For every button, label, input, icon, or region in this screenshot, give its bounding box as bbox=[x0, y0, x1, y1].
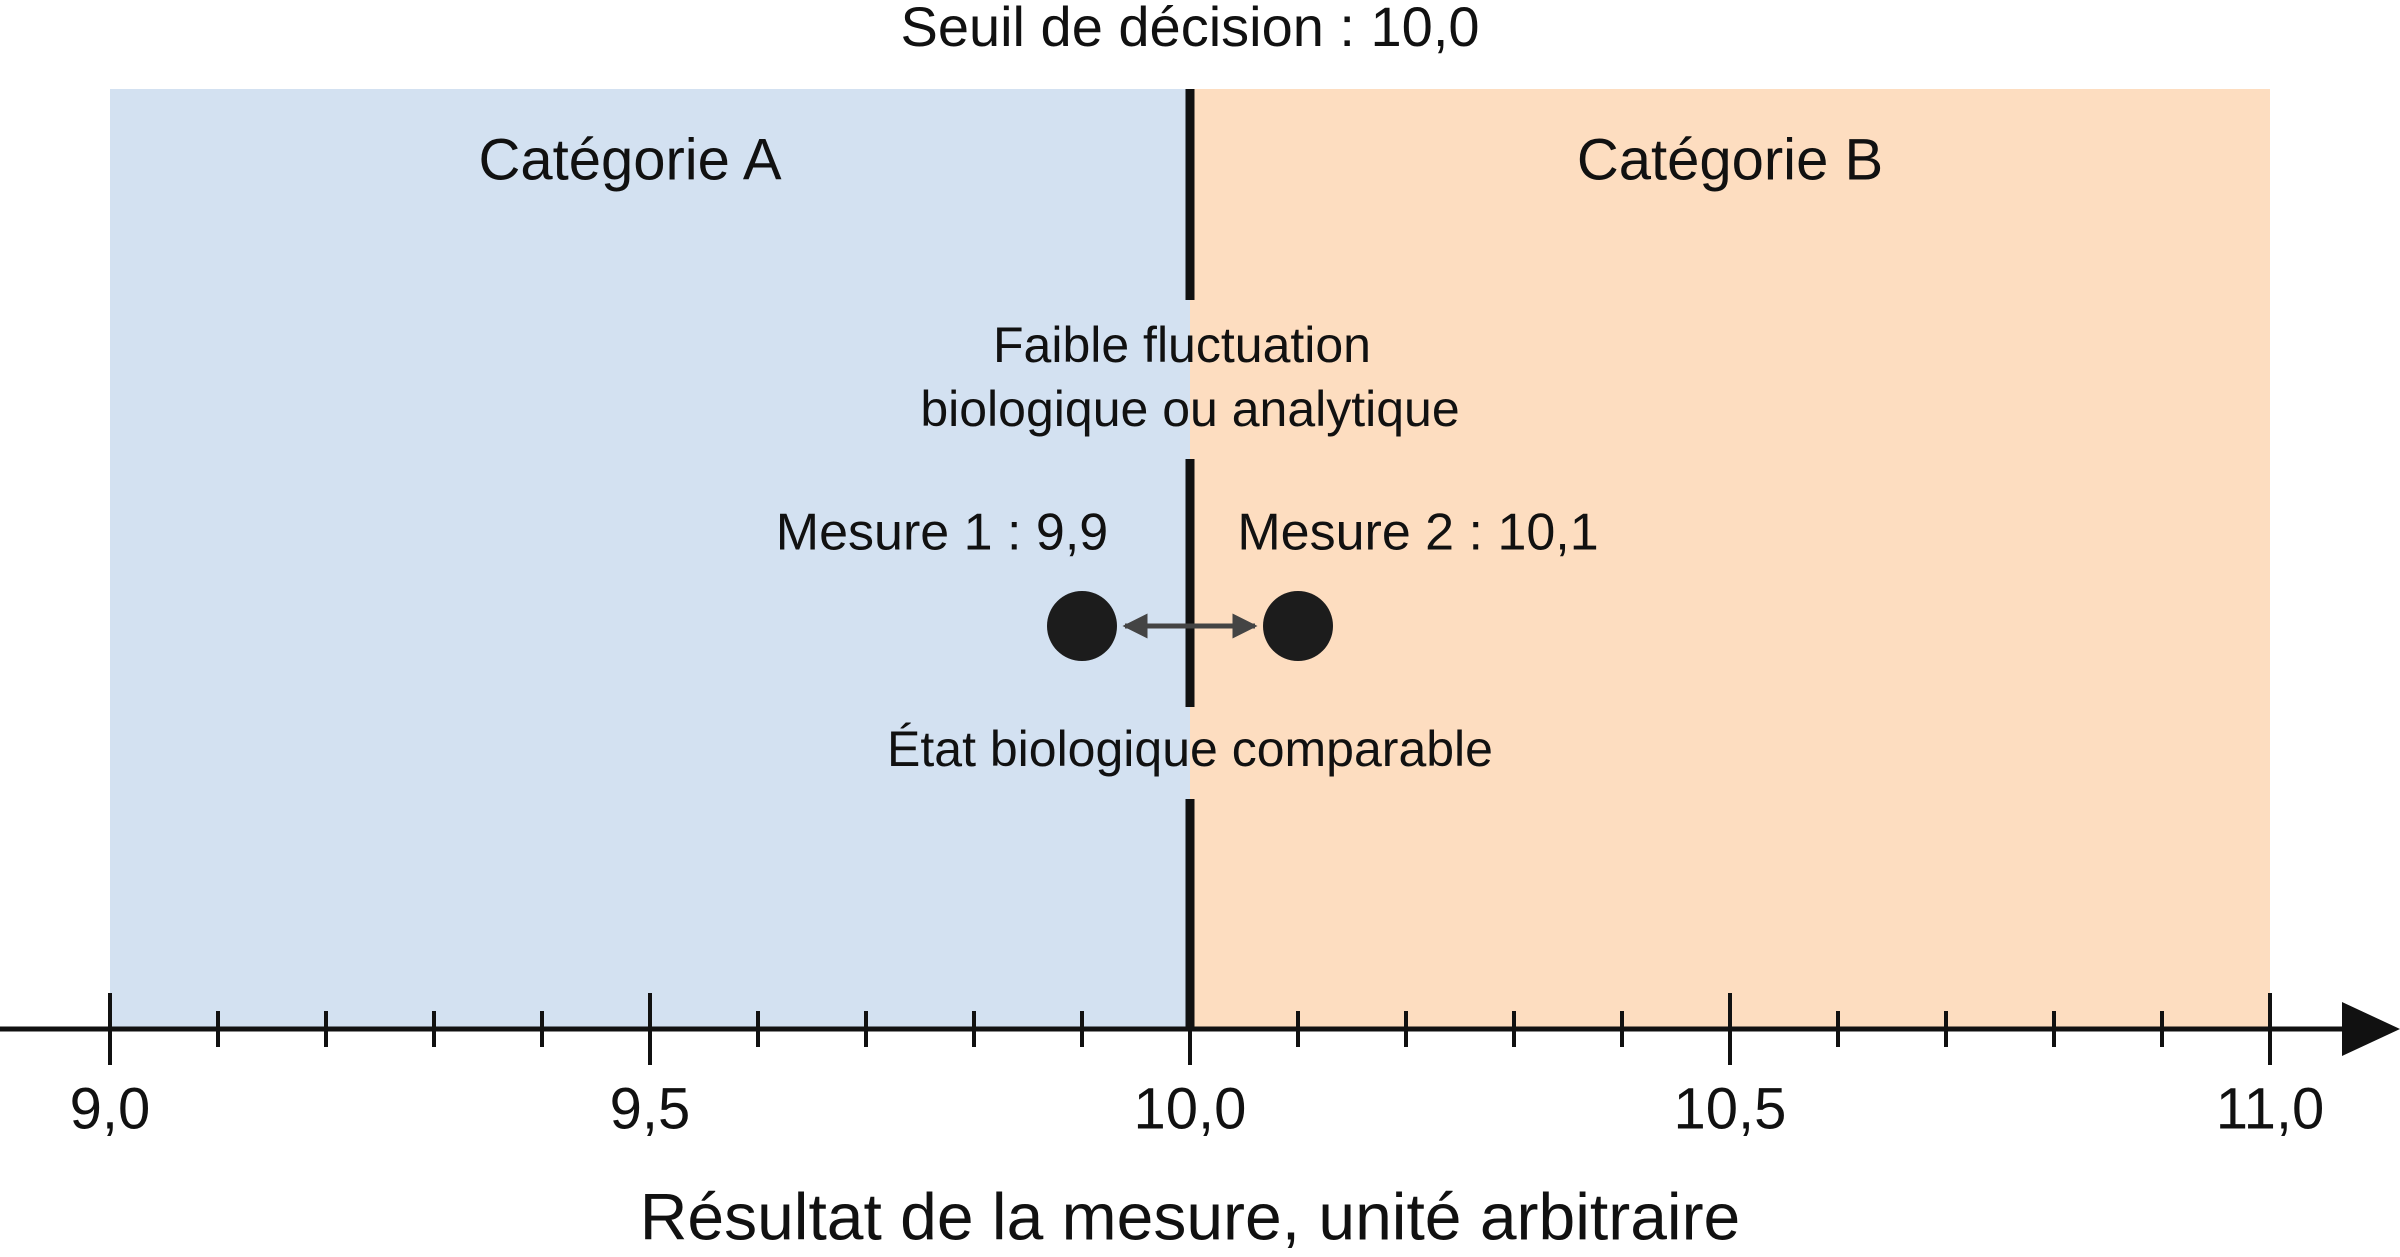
axis-arrow bbox=[2342, 1002, 2400, 1056]
point-label: Mesure 1 : 9,9 bbox=[776, 504, 1108, 562]
x-tick-label: 11,0 bbox=[2216, 1076, 2325, 1141]
annotation: biologique ou analytique bbox=[920, 381, 1459, 437]
annotation: Faible fluctuation bbox=[993, 317, 1371, 373]
annotation: État biologique comparable bbox=[887, 721, 1493, 777]
x-axis-label: Résultat de la mesure, unité arbitraire bbox=[640, 1179, 1741, 1253]
title: Seuil de décision : 10,0 bbox=[900, 0, 1479, 58]
x-tick-label: 9,0 bbox=[70, 1076, 151, 1141]
region-label: Catégorie A bbox=[478, 127, 781, 192]
x-tick-label: 9,5 bbox=[610, 1076, 691, 1141]
measurement-point bbox=[1047, 591, 1117, 661]
region bbox=[1190, 89, 2270, 1029]
region-label: Catégorie B bbox=[1577, 127, 1883, 192]
region bbox=[110, 89, 1190, 1029]
point-label: Mesure 2 : 10,1 bbox=[1237, 504, 1598, 562]
measurement-point bbox=[1263, 591, 1333, 661]
x-tick-label: 10,0 bbox=[1134, 1076, 1247, 1141]
x-tick-label: 10,5 bbox=[1674, 1076, 1787, 1141]
